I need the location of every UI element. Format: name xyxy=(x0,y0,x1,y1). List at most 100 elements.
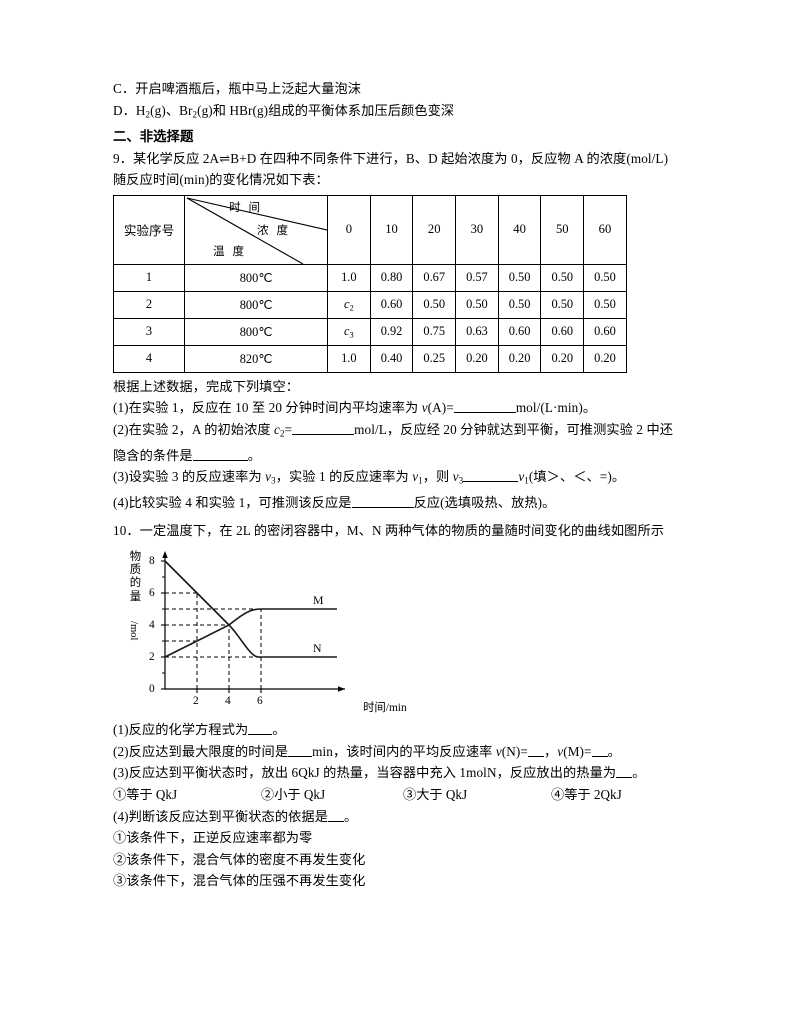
chart-ytick-8: 8 xyxy=(149,555,155,567)
concentration-time-table: 实验序号 时 间 浓 度 温 度 xyxy=(113,194,627,373)
row-1-temp: 800℃ xyxy=(184,263,328,292)
chart-y-axis-arrow xyxy=(162,551,168,558)
table-row: 2 800℃ c2 0.60 0.50 0.50 0.50 0.50 0.50 xyxy=(113,290,627,319)
q9-sub3-v1-sub: 1 xyxy=(418,475,423,486)
header-label-temperature: 温 度 xyxy=(213,244,247,258)
row-4-val-2: 0.25 xyxy=(412,344,457,373)
q9-sub3-d: v xyxy=(518,469,525,484)
q10-sub1-text-a: (1)反应的化学方程式为 xyxy=(113,722,249,737)
header-label-time: 时 间 xyxy=(229,200,263,214)
equilibrium-arrow-icon: ⇌ xyxy=(219,150,231,166)
header-time-20: 20 xyxy=(412,194,457,265)
diagonal-svg xyxy=(186,196,327,263)
row-1-no: 1 xyxy=(113,263,185,292)
chart-ytick-6: 6 xyxy=(149,587,155,599)
q10-sub1-answer-blank[interactable] xyxy=(248,722,273,736)
chart-series-m-path xyxy=(164,608,337,658)
q10-sub4-text-a: (4)判断该反应达到平衡状态的依据是 xyxy=(113,808,328,824)
option-d-prefix: D．H xyxy=(113,102,146,118)
row-2-val-6: 0.50 xyxy=(583,290,627,319)
q9-sub2-answer-blank-2[interactable] xyxy=(192,447,248,461)
q9-sub4-text-b: 反应(选填吸热、放热)。 xyxy=(413,495,556,510)
q9-sub1: (1)在实验 1，反应在 10 至 20 分钟时间内平均速率为 v(A)= mol… xyxy=(113,397,691,419)
q10-sub3-option-2-text: 小于 QkJ xyxy=(274,786,326,802)
row-3-val-0: c3 xyxy=(327,317,371,346)
option-d-sub-1: 2 xyxy=(145,109,151,119)
q9-sub2-text-b: mol/L，反应经 20 分钟就达到平衡，可推测实验 2 中还 xyxy=(354,421,674,437)
q9-sub1-text-a: (1)在实验 1，反应在 10 至 20 分钟时间内平均速率为 xyxy=(113,400,422,415)
table-row: 1 800℃ 1.0 0.80 0.67 0.57 0.50 0.50 0.50 xyxy=(113,263,627,292)
row-1-val-2: 0.67 xyxy=(412,263,457,292)
row-2-val-4: 0.50 xyxy=(497,290,542,319)
header-time-10: 10 xyxy=(369,194,414,265)
q9-sub4-answer-blank[interactable] xyxy=(351,495,414,509)
header-diagonal-cell: 时 间 浓 度 温 度 xyxy=(184,194,328,265)
q9-sub3-v1: v xyxy=(412,469,419,484)
q10-sub2-end: 。 xyxy=(607,743,621,759)
row-2-no: 2 xyxy=(113,290,185,319)
row-3-val-3: 0.63 xyxy=(455,317,499,346)
row-4-val-6: 0.20 xyxy=(583,344,627,373)
header-time-0: 0 xyxy=(327,194,371,265)
table-row: 3 800℃ c3 0.92 0.75 0.63 0.60 0.60 0.60 xyxy=(113,317,627,346)
row-4-val-3: 0.20 xyxy=(455,344,499,373)
q10-sub2-v1: v xyxy=(495,743,502,759)
q10-sub3-option-4[interactable]: ④等于 2QkJ xyxy=(551,784,622,803)
q9-sub1-text-b: (A)= xyxy=(427,400,454,415)
q10-sub3-option-2-marker: ② xyxy=(261,786,275,802)
header-time-40: 40 xyxy=(497,194,542,265)
q10-sub3-answer-blank[interactable] xyxy=(616,765,633,779)
option-d-line: D．H2(g)、Br2(g)和 HBr(g)组成的平衡体系加压后颜色变深 xyxy=(113,100,691,126)
q9-sub2-answer-blank[interactable] xyxy=(292,421,355,435)
row-2-val-0: c2 xyxy=(327,290,371,319)
q10-sub2-v1-text: (N)= xyxy=(501,743,528,759)
header-time-50: 50 xyxy=(540,194,585,265)
q10-sub4-option-3-marker: ③ xyxy=(113,873,127,888)
q10-sub3-option-2[interactable]: ②小于 QkJ xyxy=(261,784,325,803)
q9-sub2-text-c3: 。 xyxy=(247,447,262,463)
q9-table-wrapper: 实验序号 时 间 浓 度 温 度 xyxy=(113,194,691,373)
q10-sub4-option-2-text: 该条件下，混合气体的密度不再发生变化 xyxy=(126,851,366,867)
q10-sub2-answer-blank-3[interactable] xyxy=(591,743,608,757)
row-3-val-2: 0.75 xyxy=(412,317,457,346)
chart-x-axis-title: 时间/min xyxy=(363,702,407,714)
q9-sub3-text-b: ，实验 1 的反应速率为 xyxy=(275,469,413,484)
row-3-no: 3 xyxy=(113,317,185,346)
header-experiment-no: 实验序号 xyxy=(113,194,185,265)
q10-sub3-text-a: (3)反应达到平衡状态时，放出 6QkJ 的热量，当容器中充入 1molN，反应… xyxy=(113,765,617,780)
document-content: C．开启啤酒瓶后，瓶中马上泛起大量泡沫 D．H2(g)、Br2(g)和 HBr(… xyxy=(113,78,691,892)
q10-sub3-option-3[interactable]: ③大于 QkJ xyxy=(403,784,467,803)
q9-sub2-line1: (2)在实验 2，A 的初始浓度 c2= mol/L，反应经 20 分钟就达到平衡… xyxy=(113,419,691,445)
row-4-val-4: 0.20 xyxy=(497,344,542,373)
q9-stem-line2: 随反应时间(min)的变化情况如下表： xyxy=(113,172,329,187)
chart-ytick-2: 2 xyxy=(149,651,155,663)
q9-sub3: (3)设实验 3 的反应速率为 v3，实验 1 的反应速率为 v1，则 v3 v1… xyxy=(113,466,691,492)
q10-sub2-v2: v xyxy=(557,743,564,759)
q10-sub4-option-3[interactable]: ③该条件下，混合气体的压强不再发生变化 xyxy=(113,870,691,892)
table-header-row: 实验序号 时 间 浓 度 温 度 xyxy=(113,194,627,265)
q9-sub3-answer-blank[interactable] xyxy=(463,469,519,483)
q9-sub2-c-sub: 2 xyxy=(280,428,285,438)
q10-sub4-answer-blank[interactable] xyxy=(328,808,344,822)
q9-lead-in: 根据上述数据，完成下列填空： xyxy=(113,378,300,394)
q10-sub4-option-1[interactable]: ①该条件下，正逆反应速率都为零 xyxy=(113,827,691,849)
q10-sub3-option-1[interactable]: ①等于 QkJ xyxy=(113,784,177,803)
header-label-concentration: 浓 度 xyxy=(257,223,291,237)
q9-sub3-text-a: (3)设实验 3 的反应速率为 xyxy=(113,469,266,484)
q10-sub4-option-1-text: 该条件下，正逆反应速率都为零 xyxy=(126,830,313,845)
q10-sub2-answer-blank-1[interactable] xyxy=(288,743,313,757)
header-time-60: 60 xyxy=(583,194,627,265)
q9-sub1-answer-blank[interactable] xyxy=(453,400,516,414)
q10-sub3-option-1-marker: ① xyxy=(113,786,127,802)
q10-sub4-option-2-marker: ② xyxy=(113,851,127,867)
q9-sub3-v3-sub: 3 xyxy=(271,475,276,486)
q10-stem: 10．一定温度下，在 2L 的密闭容器中，M、N 两种气体的物质的量随时间变化的… xyxy=(113,522,665,538)
q10-sub2-answer-blank-2[interactable] xyxy=(527,743,544,757)
row-4-val-5: 0.20 xyxy=(540,344,585,373)
chart-y-axis-title: 物质的量 xyxy=(129,551,142,603)
row-1-val-1: 0.80 xyxy=(369,263,414,292)
q10-sub4: (4)判断该反应达到平衡状态的依据是。 xyxy=(113,806,691,828)
q10-sub4-option-2[interactable]: ②该条件下，混合气体的密度不再发生变化 xyxy=(113,849,691,871)
chart-xtick-2: 2 xyxy=(193,695,199,707)
q10-sub3-option-1-text: 等于 QkJ xyxy=(126,786,178,802)
